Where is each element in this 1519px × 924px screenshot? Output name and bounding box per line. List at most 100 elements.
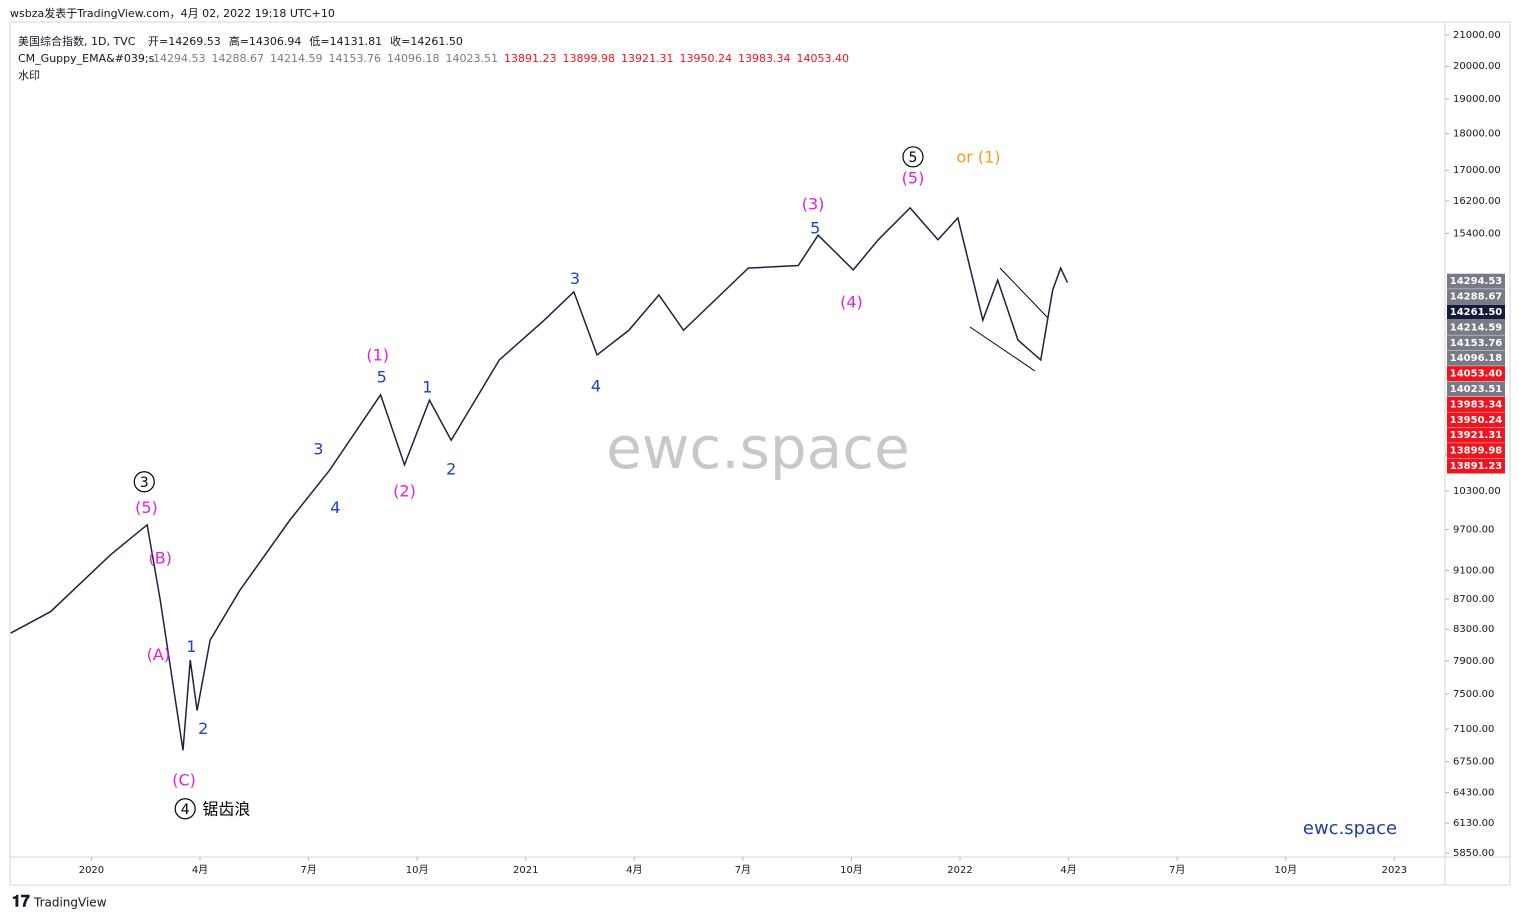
y-tick-label: 7500.00: [1453, 689, 1494, 700]
wave-label: 5: [377, 367, 387, 386]
price-badge-label: 13899.98: [1450, 446, 1503, 457]
wave-label: 1: [422, 377, 432, 396]
wave-label: (2): [393, 482, 416, 501]
indicator-value: 14096.18: [387, 52, 440, 65]
indicator-value: 13891.23: [504, 52, 557, 65]
y-tick-label: 20000.00: [1453, 61, 1501, 72]
wave-label: (4): [840, 292, 863, 311]
price-badge-label: 14288.67: [1450, 292, 1503, 303]
y-tick-label: 10300.00: [1453, 486, 1501, 497]
wave-label: (C): [172, 770, 196, 789]
x-tick-label: 2020: [79, 865, 104, 876]
watermark-label: 水印: [18, 69, 40, 82]
price-badge-label: 14153.76: [1450, 338, 1503, 349]
indicator-value: 14053.40: [797, 52, 850, 65]
x-tick-label: 2022: [947, 865, 972, 876]
price-badge-label: 13921.31: [1450, 430, 1503, 441]
price-badge-label: 14023.51: [1450, 384, 1503, 395]
price-badge: [1447, 381, 1505, 397]
price-badge-label: 14294.53: [1450, 276, 1503, 287]
wave-label: 1: [186, 637, 196, 656]
x-tick-label: 7月: [1169, 864, 1185, 876]
wave-label: 4: [591, 376, 601, 395]
x-tick-label: 2021: [513, 865, 538, 876]
wave-label: 2: [446, 460, 456, 479]
brand: TradingView: [33, 896, 107, 910]
wave-circle: [133, 471, 155, 493]
wave-label: (5): [902, 168, 925, 187]
logo-icon: 𝟏𝟕: [12, 892, 30, 911]
y-tick-label: 7100.00: [1453, 724, 1494, 735]
y-tick-label: 9700.00: [1453, 524, 1494, 535]
y-tick-label: 6430.00: [1453, 788, 1494, 799]
x-tick-label: 10月: [406, 864, 429, 876]
indicator-value: 14294.53: [153, 52, 206, 65]
price-badge: [1447, 289, 1505, 305]
wave-label: (B): [148, 548, 171, 567]
wave-label: (A): [147, 645, 170, 664]
price-badge: [1447, 304, 1505, 320]
price-badge: [1447, 366, 1505, 382]
center-watermark: ewc.space: [606, 414, 910, 482]
x-tick-label: 7月: [735, 864, 751, 876]
trend-line: [969, 326, 1036, 372]
wave-label: 5: [810, 219, 820, 238]
price-line: [10, 206, 1069, 751]
price-badge: [1447, 335, 1505, 351]
wave-label: 3: [313, 439, 323, 458]
price-badge: [1447, 319, 1505, 335]
publisher: wsbza发表于TradingView.com，4月 02, 2022 19:1…: [10, 6, 335, 20]
indicator-value: 14153.76: [329, 52, 382, 65]
price-badge-label: 14053.40: [1450, 369, 1503, 380]
indicator-value: 13983.34: [738, 52, 791, 65]
corner-watermark: ewc.space: [1303, 818, 1397, 839]
y-tick-label: 16200.00: [1453, 196, 1501, 207]
y-tick-label: 18000.00: [1453, 129, 1501, 140]
x-tick-label: 2023: [1382, 865, 1407, 876]
trend-line: [999, 267, 1049, 319]
y-tick-label: 7900.00: [1453, 656, 1494, 667]
price-badge-label: 13983.34: [1450, 399, 1503, 410]
y-tick-label: 8300.00: [1453, 624, 1494, 635]
indicator-value: 13899.98: [563, 52, 616, 65]
price-badge: [1447, 396, 1505, 412]
symbol: 美国综合指数, 1D, TVC: [18, 34, 136, 48]
x-tick-label: 4月: [1060, 864, 1076, 876]
y-tick-label: 9100.00: [1453, 565, 1494, 576]
y-tick-label: 5850.00: [1453, 848, 1494, 859]
wave-label: (3): [802, 194, 825, 213]
x-tick-label: 10月: [1274, 864, 1297, 876]
y-tick-label: 6130.00: [1453, 818, 1494, 829]
y-tick-label: 17000.00: [1453, 165, 1501, 176]
wave-label: 3: [570, 269, 580, 288]
y-tick-label: 21000.00: [1453, 30, 1501, 41]
wave-label: (1): [366, 345, 389, 364]
y-tick-label: 15400.00: [1453, 229, 1501, 240]
price-badge: [1447, 350, 1505, 366]
wave-label: 2: [198, 719, 208, 738]
wave-label: 3: [140, 475, 149, 491]
price-badge-label: 13950.24: [1450, 415, 1503, 426]
frame: [9, 21, 1511, 886]
y-tick-label: 19000.00: [1453, 94, 1501, 105]
price-badge-label: 13891.23: [1450, 461, 1503, 472]
y-tick-label: 8700.00: [1453, 594, 1494, 605]
indicator-value: 14214.59: [270, 52, 323, 65]
x-tick-label: 10月: [840, 864, 863, 876]
wave-circle: [902, 146, 924, 168]
wave-label: or (1): [956, 147, 1000, 166]
indicator-value: 13921.31: [621, 52, 674, 65]
price-badge: [1447, 427, 1505, 443]
x-tick-label: 4月: [192, 864, 208, 876]
price-badge-label: 14096.18: [1450, 353, 1503, 364]
wave-label: 4: [181, 802, 190, 818]
ohlc-value: 高=14306.94: [229, 34, 302, 48]
y-tick-label: 6750.00: [1453, 757, 1494, 768]
wave-label: (5): [135, 498, 158, 517]
price-badge-label: 14214.59: [1450, 322, 1503, 333]
price-badge: [1447, 273, 1505, 289]
price-badge: [1447, 412, 1505, 428]
ohlc-value: 收=14261.50: [390, 34, 463, 48]
price-badge: [1447, 458, 1505, 474]
